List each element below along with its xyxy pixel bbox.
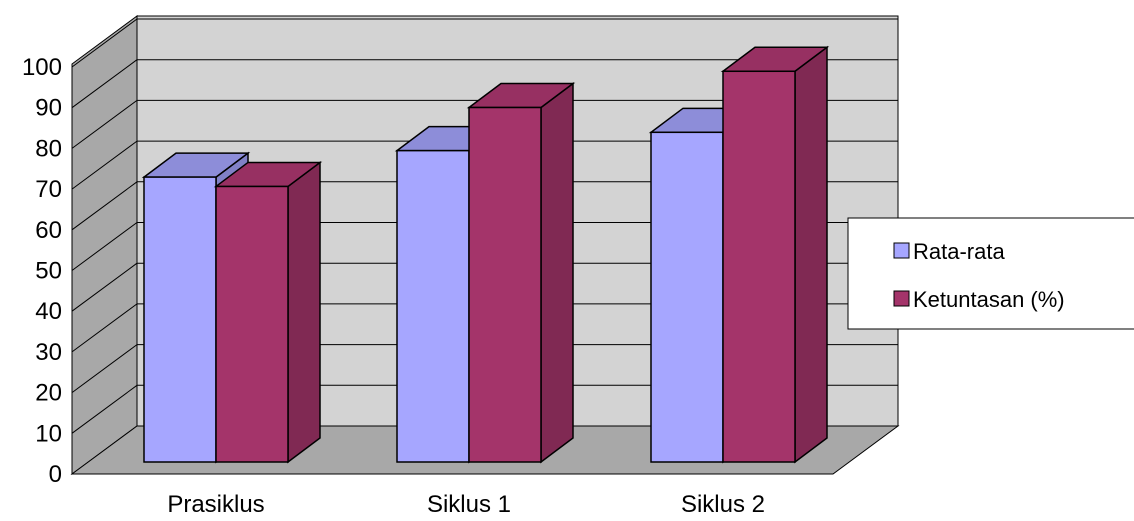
bar-prasiklus-rata-rata bbox=[143, 176, 217, 463]
legend-label-ketuntasan: Ketuntasan (%) bbox=[913, 287, 1065, 312]
y-tick-label: 40 bbox=[35, 298, 62, 325]
bar-prasiklus-ketuntasan bbox=[215, 185, 289, 463]
y-tick-label: 70 bbox=[35, 176, 62, 203]
y-tick-label: 0 bbox=[49, 461, 62, 488]
legend-box bbox=[847, 217, 1134, 330]
side-gridline bbox=[71, 140, 138, 190]
legend-swatch-rata-rata bbox=[893, 242, 910, 259]
y-tick-label: 80 bbox=[35, 135, 62, 162]
side-gridline bbox=[71, 181, 138, 231]
y-tick-label: 90 bbox=[35, 95, 62, 122]
legend-label-rata-rata: Rata-rata bbox=[913, 239, 1005, 264]
side-wall bbox=[71, 15, 138, 475]
y-tick-label: 20 bbox=[35, 380, 62, 407]
x-category-label: Prasiklus bbox=[167, 491, 264, 518]
side-gridline bbox=[71, 344, 138, 394]
x-axis-categories: Prasiklus Siklus 1 Siklus 2 bbox=[167, 491, 765, 518]
legend: Rata-rata Ketuntasan (%) bbox=[847, 217, 1134, 330]
bar-siklus-2-rata-rata bbox=[650, 131, 724, 463]
x-category-label: Siklus 2 bbox=[681, 491, 765, 518]
legend-swatch-ketuntasan bbox=[893, 290, 910, 307]
y-tick-label: 30 bbox=[35, 339, 62, 366]
side-gridline bbox=[71, 59, 138, 109]
y-tick-label: 50 bbox=[35, 258, 62, 285]
bar-siklus-2-ketuntasan bbox=[722, 70, 796, 463]
x-category-label: Siklus 1 bbox=[427, 491, 511, 518]
bar-side bbox=[794, 45, 828, 464]
side-gridline bbox=[71, 18, 138, 68]
side-gridline bbox=[71, 99, 138, 149]
y-tick-label: 60 bbox=[35, 217, 62, 244]
bar-side bbox=[540, 82, 574, 464]
bar-siklus-1-ketuntasan bbox=[468, 106, 542, 463]
bar-siklus-1-rata-rata bbox=[396, 149, 470, 463]
y-tick-label: 100 bbox=[22, 54, 62, 81]
side-gridline bbox=[71, 384, 138, 434]
bar-side bbox=[287, 160, 321, 464]
bars bbox=[141, 45, 830, 464]
side-gridline bbox=[71, 262, 138, 312]
side-gridline bbox=[71, 303, 138, 353]
y-axis-ticks: 0 10 20 30 40 50 60 70 80 90 100 bbox=[22, 54, 62, 488]
y-tick-label: 10 bbox=[35, 420, 62, 447]
side-gridline bbox=[71, 222, 138, 271]
